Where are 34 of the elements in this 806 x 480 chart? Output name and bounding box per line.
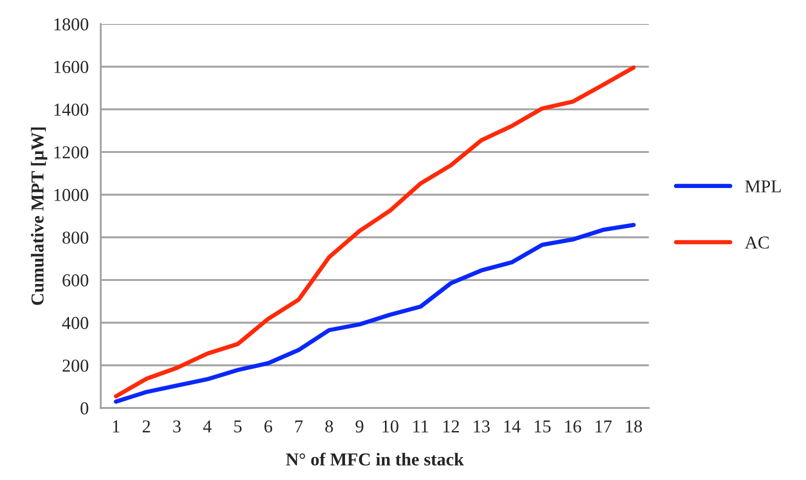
x-tick-label: 1 <box>113 420 120 432</box>
y-tick-label: 800 <box>62 232 88 244</box>
line-series <box>114 222 636 404</box>
x-tick-label: 16 <box>565 420 582 433</box>
x-tick-label: 14 <box>504 420 521 432</box>
x-tick-label: 9 <box>356 420 364 433</box>
x-tick-label: 11 <box>413 420 428 432</box>
x-tick-label: 8 <box>325 420 333 433</box>
x-tick-label: 5 <box>234 420 242 433</box>
x-tick-label: 6 <box>264 420 272 433</box>
x-tick-label: 2 <box>142 420 150 432</box>
y-tick-label: 1200 <box>54 146 88 158</box>
line-series <box>114 65 636 398</box>
y-axis-title: Cumulative MPT [µW] <box>30 128 48 305</box>
x-tick-label: 10 <box>382 420 398 433</box>
x-tick-label: 12 <box>443 420 459 432</box>
y-tick-label: 0 <box>80 402 88 414</box>
y-tick-label: 1400 <box>54 104 88 116</box>
y-tick-label: 1800 <box>54 18 88 30</box>
x-tick-label: 3 <box>173 420 181 433</box>
x-tick-label: 13 <box>474 420 490 433</box>
y-tick-label: 1600 <box>54 60 88 74</box>
x-tick-label: 17 <box>596 420 612 432</box>
y-tick-label: 600 <box>62 274 88 286</box>
x-tick-label: 4 <box>203 420 212 432</box>
x-tick-label: 7 <box>295 420 303 432</box>
y-tick-label: 200 <box>62 360 88 372</box>
y-tick-label: 400 <box>62 316 88 330</box>
y-tick-label: 1000 <box>54 188 88 202</box>
x-axis-title: N° of MFC in the stack <box>286 452 464 466</box>
legend-label: MPL <box>745 180 781 192</box>
x-tick-label: 15 <box>534 420 551 433</box>
x-tick-label: 18 <box>626 420 642 433</box>
legend-label: AC <box>744 236 769 249</box>
